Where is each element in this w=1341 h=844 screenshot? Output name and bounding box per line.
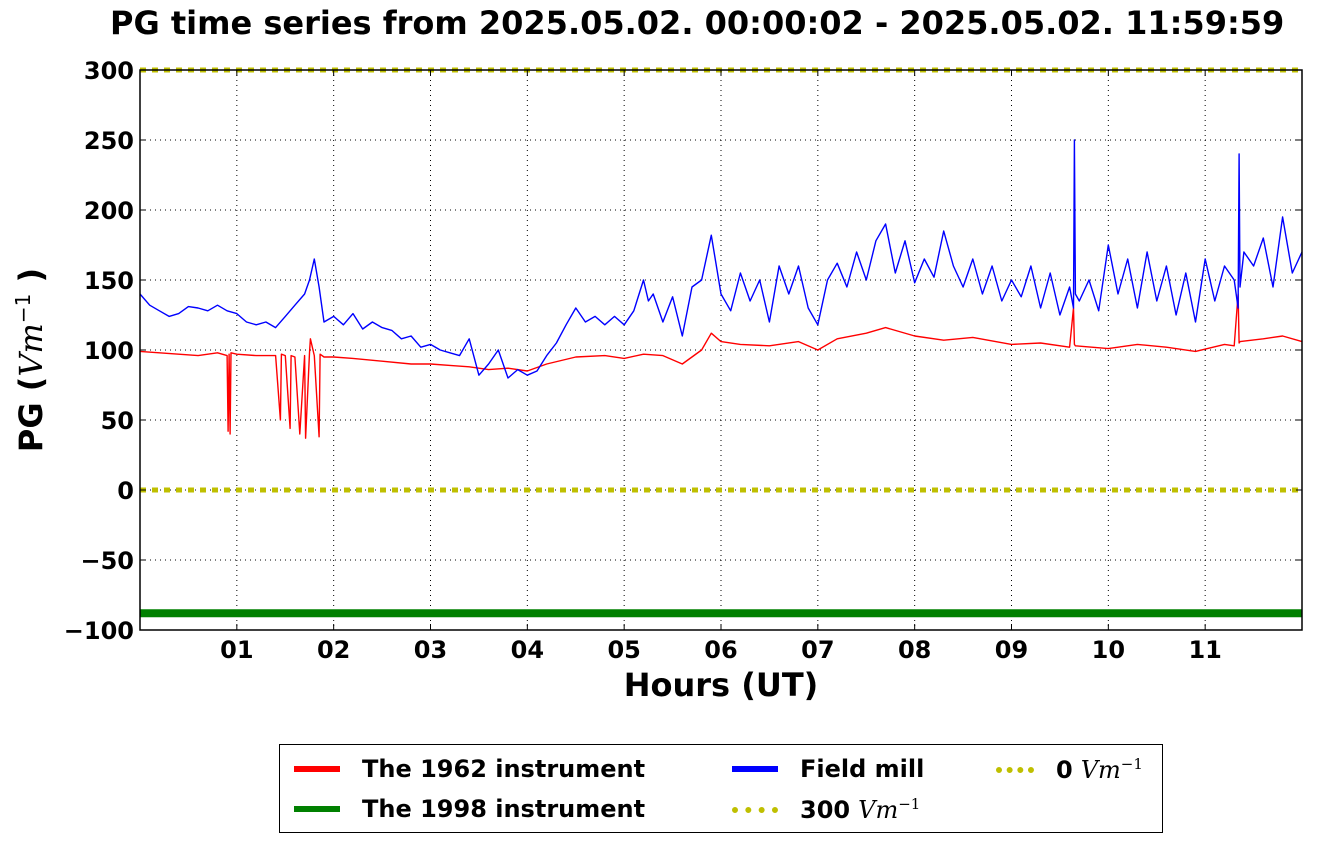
y-axis-label-exp: −1 <box>11 294 35 323</box>
legend-item-1962: The 1962 instrument <box>294 755 645 783</box>
legend-item-field-mill: Field mill <box>732 755 924 783</box>
legend-swatch-1962 <box>294 766 340 772</box>
x-tick-label-5: 06 <box>704 636 737 664</box>
legend-swatch-1998 <box>294 806 340 812</box>
legend-unit-300: Vm−1 <box>858 795 921 824</box>
x-tick-label-9: 10 <box>1092 636 1125 664</box>
x-tick-label-7: 08 <box>898 636 931 664</box>
y-tick-label-8: 300 <box>84 57 134 85</box>
y-tick-label-0: −100 <box>64 617 134 645</box>
chart-legend: The 1962 instrument The 1998 instrument … <box>279 744 1163 833</box>
y-tick-label-2: 0 <box>117 477 134 505</box>
legend-label-1998: The 1998 instrument <box>362 795 646 823</box>
legend-item-300: 300 Vm−1 <box>732 795 920 824</box>
y-tick-label-7: 250 <box>84 127 134 155</box>
chart-title: PG time series from 2025.05.02. 00:00:02… <box>110 4 1285 42</box>
legend-swatch-field-mill <box>732 766 778 772</box>
legend-label-1962: The 1962 instrument <box>362 755 646 783</box>
series-line-2 <box>139 139 1303 379</box>
x-tick-label-10: 11 <box>1188 636 1221 664</box>
x-tick-label-1: 02 <box>317 636 350 664</box>
y-tick-label-4: 100 <box>84 337 134 365</box>
y-tick-label-5: 150 <box>84 267 134 295</box>
y-axis-label-main: PG ( <box>12 377 50 452</box>
legend-swatch-300 <box>732 806 778 813</box>
y-axis-label-unit: Vm <box>12 323 50 376</box>
x-tick-label-0: 01 <box>220 636 253 664</box>
y-axis-label: PG (Vm−1 ) <box>11 268 50 452</box>
chart-plot-area: 01 02 03 04 05 06 07 08 09 10 11 −100 −50 0 50 100 150 20… <box>11 57 1303 704</box>
legend-label-field-mill: Field mill <box>800 755 925 783</box>
x-axis-label: Hours (UT) <box>624 666 819 704</box>
y-axis-label-close: ) <box>12 268 50 294</box>
x-tick-label-3: 04 <box>511 636 544 664</box>
legend-unit-0: Vm−1 <box>1080 755 1143 784</box>
x-tick-label-6: 07 <box>801 636 834 664</box>
y-tick-label-6: 200 <box>84 197 134 225</box>
legend-label-0: 0 <box>1056 755 1073 784</box>
x-tick-label-8: 09 <box>995 636 1028 664</box>
x-tick-label-4: 05 <box>607 636 640 664</box>
legend-label-300: 300 <box>800 795 851 824</box>
series-line-0 <box>139 293 1303 439</box>
legend-swatch-0 <box>996 766 1034 773</box>
x-tick-label-2: 03 <box>414 636 447 664</box>
y-tick-label-1: −50 <box>80 547 134 575</box>
legend-item-1998: The 1998 instrument <box>294 795 645 823</box>
legend-item-0: 0 Vm−1 <box>996 755 1143 784</box>
y-tick-label-3: 50 <box>101 407 134 435</box>
